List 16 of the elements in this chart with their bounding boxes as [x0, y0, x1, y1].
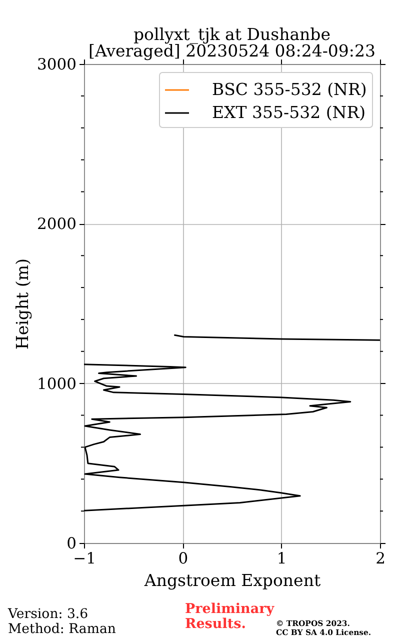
legend-label: BSC 355-532 (NR) [212, 80, 367, 99]
chart-title: pollyxt_tjk at Dushanbe [133, 25, 331, 44]
y-tick-label: 3000 [37, 56, 76, 74]
y-axis-title: Height (m) [13, 258, 32, 350]
x-tick-label: −1 [73, 550, 96, 568]
x-axis-title: Angstroem Exponent [143, 571, 321, 590]
y-tick-label: 2000 [37, 215, 76, 234]
legend-label: EXT 355-532 (NR) [212, 103, 366, 122]
x-tick-label: 1 [276, 550, 287, 568]
x-tick-label: 0 [178, 550, 188, 568]
text: Version: 3.6 [7, 607, 88, 622]
x-tick-label: 2 [376, 550, 386, 568]
y-tick-label: 1000 [37, 374, 76, 393]
y-tick-label: 0 [66, 534, 76, 552]
text: Preliminary Results. [185, 601, 276, 632]
text: Method: Raman [8, 622, 116, 637]
